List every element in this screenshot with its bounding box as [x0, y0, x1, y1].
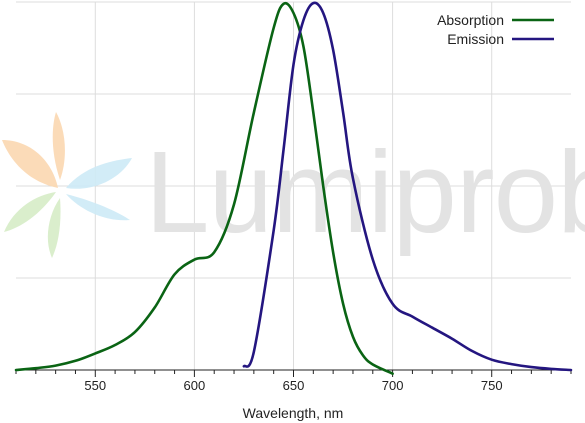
x-tick-label: 750	[481, 378, 503, 393]
watermark-logo-icon	[2, 112, 132, 258]
logo-petal-orange-2	[52, 112, 65, 180]
logo-petal-blue-2	[66, 194, 130, 221]
axes: 550 600 650 700 750	[15, 369, 572, 393]
x-tick-label: 700	[382, 378, 404, 393]
watermark-text: Lumiprobe	[145, 127, 585, 257]
legend-label-absorption: Absorption	[437, 12, 504, 28]
logo-petal-orange	[2, 140, 58, 188]
x-tick-label: 550	[84, 378, 106, 393]
series-layer	[14, 1, 573, 375]
series-line-absorption	[14, 1, 394, 375]
legend: Absorption Emission	[437, 12, 554, 47]
logo-petal-green-2	[47, 198, 61, 258]
x-axis-title: Wavelength, nm	[243, 405, 344, 421]
x-tick-label: 650	[283, 378, 305, 393]
watermark: Lumiprobe	[2, 112, 585, 258]
legend-label-emission: Emission	[447, 31, 504, 47]
logo-petal-green	[4, 192, 56, 232]
x-tick-label: 600	[184, 378, 206, 393]
series-line-emission	[242, 1, 573, 372]
logo-petal-blue	[66, 158, 132, 189]
